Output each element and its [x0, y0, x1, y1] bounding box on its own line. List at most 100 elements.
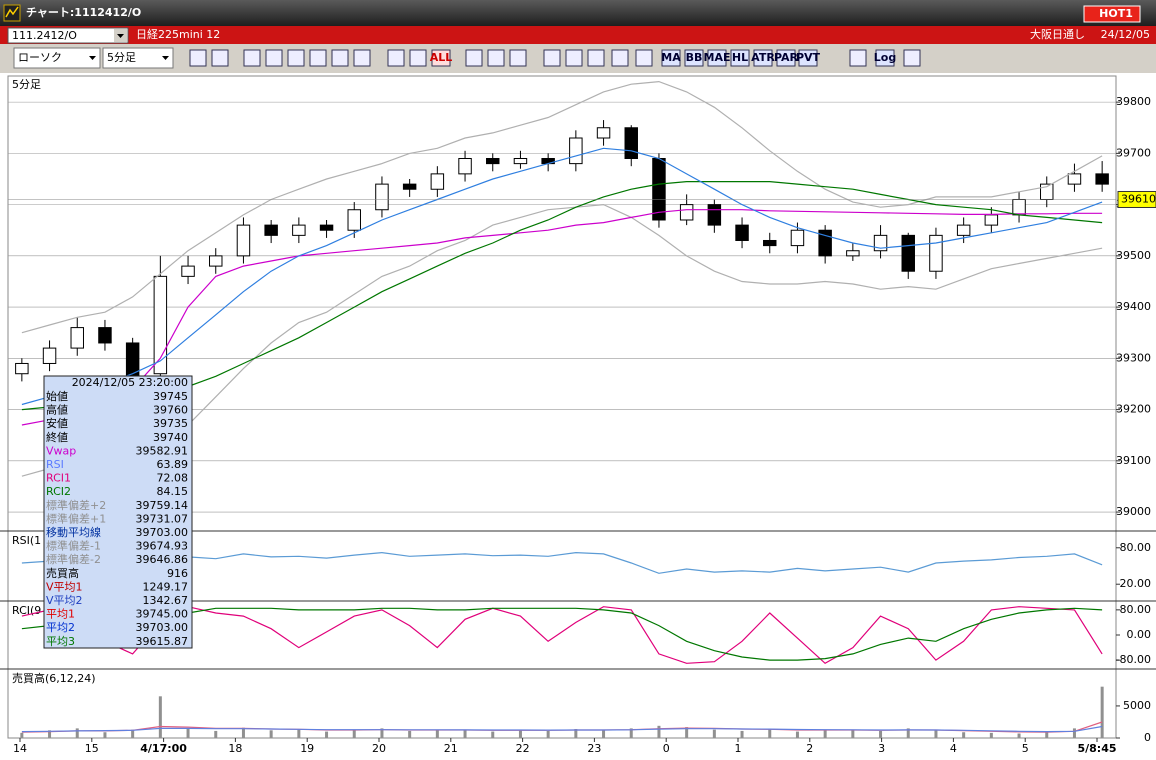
- chart-type-text[interactable]: ローソク: [18, 51, 62, 64]
- x-tick-label: 19: [300, 742, 314, 755]
- tooltip-value: 39740: [153, 431, 188, 444]
- dropdown-arrow: [117, 34, 124, 38]
- toolbar-icon[interactable]: [211, 49, 229, 67]
- indicator-line: [21, 181, 1103, 411]
- tooltip-label: V平均1: [46, 580, 83, 593]
- indicator-line: [21, 80, 1103, 334]
- panel-title: 5分足: [12, 78, 41, 91]
- volume-bar: [491, 731, 495, 738]
- volume-bar: [823, 730, 827, 738]
- tooltip-label: 標準偏差+2: [46, 498, 106, 512]
- toolbar-icon[interactable]: [465, 49, 483, 67]
- code-input[interactable]: [7, 27, 129, 44]
- toolbar-icon[interactable]: [661, 49, 681, 67]
- chart-type-select[interactable]: [13, 47, 101, 69]
- volume-bar: [75, 728, 79, 738]
- candle-body: [596, 127, 611, 139]
- volume-bar: [352, 730, 356, 738]
- y-tick-label: 20.00: [1120, 577, 1152, 590]
- select-arrow: [162, 56, 169, 60]
- select-arrow: [89, 56, 96, 60]
- interval-text[interactable]: 5分足: [107, 51, 136, 64]
- toolbar-icon[interactable]: [387, 49, 405, 67]
- toolbar-icon[interactable]: [776, 49, 796, 67]
- volume-bar: [518, 729, 522, 738]
- toolbar-icon-label[interactable]: ALL: [430, 51, 453, 64]
- code-text[interactable]: 111.2412/O: [12, 29, 77, 42]
- volume-bar: [879, 730, 883, 738]
- volume-bar: [408, 730, 412, 738]
- toolbar-icon-label[interactable]: MAE: [704, 51, 731, 64]
- panel-title: RSI(1: [12, 534, 41, 547]
- tooltip-value: 1342.67: [143, 594, 189, 607]
- y-tick-label: -80.00: [1116, 653, 1151, 666]
- y-tick-label: 39800: [1116, 95, 1151, 108]
- tooltip-label: 安値: [46, 416, 68, 430]
- tooltip-label: 移動平均線: [46, 525, 101, 539]
- volume-bar: [325, 731, 329, 738]
- toolbar-icon[interactable]: [487, 49, 505, 67]
- y-tick-label: 80.00: [1120, 541, 1152, 554]
- toolbar-icon-label[interactable]: BB: [686, 51, 703, 64]
- tooltip-box: [43, 375, 193, 649]
- volume-bar: [380, 728, 384, 738]
- toolbar-icon[interactable]: [353, 49, 371, 67]
- indicator-line: [21, 725, 1103, 733]
- toolbar-icon[interactable]: [309, 49, 327, 67]
- toolbar-icon[interactable]: [635, 49, 653, 67]
- toolbar-icon[interactable]: [684, 49, 704, 67]
- tooltip-label: V平均2: [46, 594, 83, 607]
- toolbar-icon[interactable]: [431, 49, 451, 67]
- hot-button[interactable]: [1083, 5, 1141, 23]
- toolbar-icon[interactable]: [798, 49, 818, 67]
- toolbar-icon[interactable]: [875, 49, 895, 67]
- candle-body: [901, 234, 915, 272]
- toolbar-icon[interactable]: [611, 49, 629, 67]
- hot-label[interactable]: HOT1: [1099, 7, 1133, 20]
- toolbar-icon[interactable]: [543, 49, 561, 67]
- toolbar-icon-label[interactable]: ATR: [751, 51, 775, 64]
- toolbar-icon-label[interactable]: MA: [661, 51, 681, 64]
- toolbar-icon-label[interactable]: HL: [732, 51, 748, 64]
- toolbar-icon[interactable]: [509, 49, 527, 67]
- toolbar-icon[interactable]: [730, 49, 750, 67]
- toolbar-icon[interactable]: [409, 49, 427, 67]
- toolbar-icon[interactable]: [903, 49, 921, 67]
- x-tick-label: 5/8:45: [1077, 742, 1116, 755]
- interval-select[interactable]: [102, 47, 174, 69]
- indicator-line: [21, 607, 1103, 661]
- volume-bar: [934, 730, 938, 738]
- toolbar-icon[interactable]: [849, 49, 867, 67]
- candle-body: [735, 224, 749, 241]
- volume-bar: [768, 729, 772, 738]
- tooltip-value: 1249.17: [143, 580, 189, 593]
- tooltip-value: 39745: [153, 390, 188, 403]
- plots: 3900039100392003930039400395003960039700…: [0, 78, 1156, 755]
- tooltip-value: 84.15: [157, 485, 189, 498]
- volume-bar: [158, 696, 162, 738]
- header-bar: [0, 26, 1156, 44]
- volume-bar: [48, 730, 52, 738]
- tooltip-label: 平均2: [46, 621, 75, 634]
- toolbar-icon[interactable]: [243, 49, 261, 67]
- toolbar-icon[interactable]: [265, 49, 283, 67]
- toolbar-icon[interactable]: [189, 49, 207, 67]
- y-tick-label: 39000: [1116, 505, 1151, 518]
- toolbar-icon[interactable]: [331, 49, 349, 67]
- x-tick-label: 4/17:00: [140, 742, 187, 755]
- toolbar-icon-label[interactable]: PAR: [774, 51, 799, 64]
- candle-body: [569, 137, 583, 165]
- toolbar-icon[interactable]: [753, 49, 773, 67]
- volume-bar: [851, 729, 855, 738]
- toolbar-icon[interactable]: [707, 49, 727, 67]
- toolbar-icon[interactable]: [565, 49, 583, 67]
- toolbar-icon[interactable]: [587, 49, 605, 67]
- tooltip-label: 平均3: [46, 635, 75, 648]
- toolbar-icon[interactable]: [287, 49, 305, 67]
- toolbar-icon-label[interactable]: Log: [874, 51, 896, 64]
- x-tick-label: 22: [516, 742, 530, 755]
- indicator-line: [21, 209, 1103, 426]
- toolbar-icon-label[interactable]: PVT: [796, 51, 821, 64]
